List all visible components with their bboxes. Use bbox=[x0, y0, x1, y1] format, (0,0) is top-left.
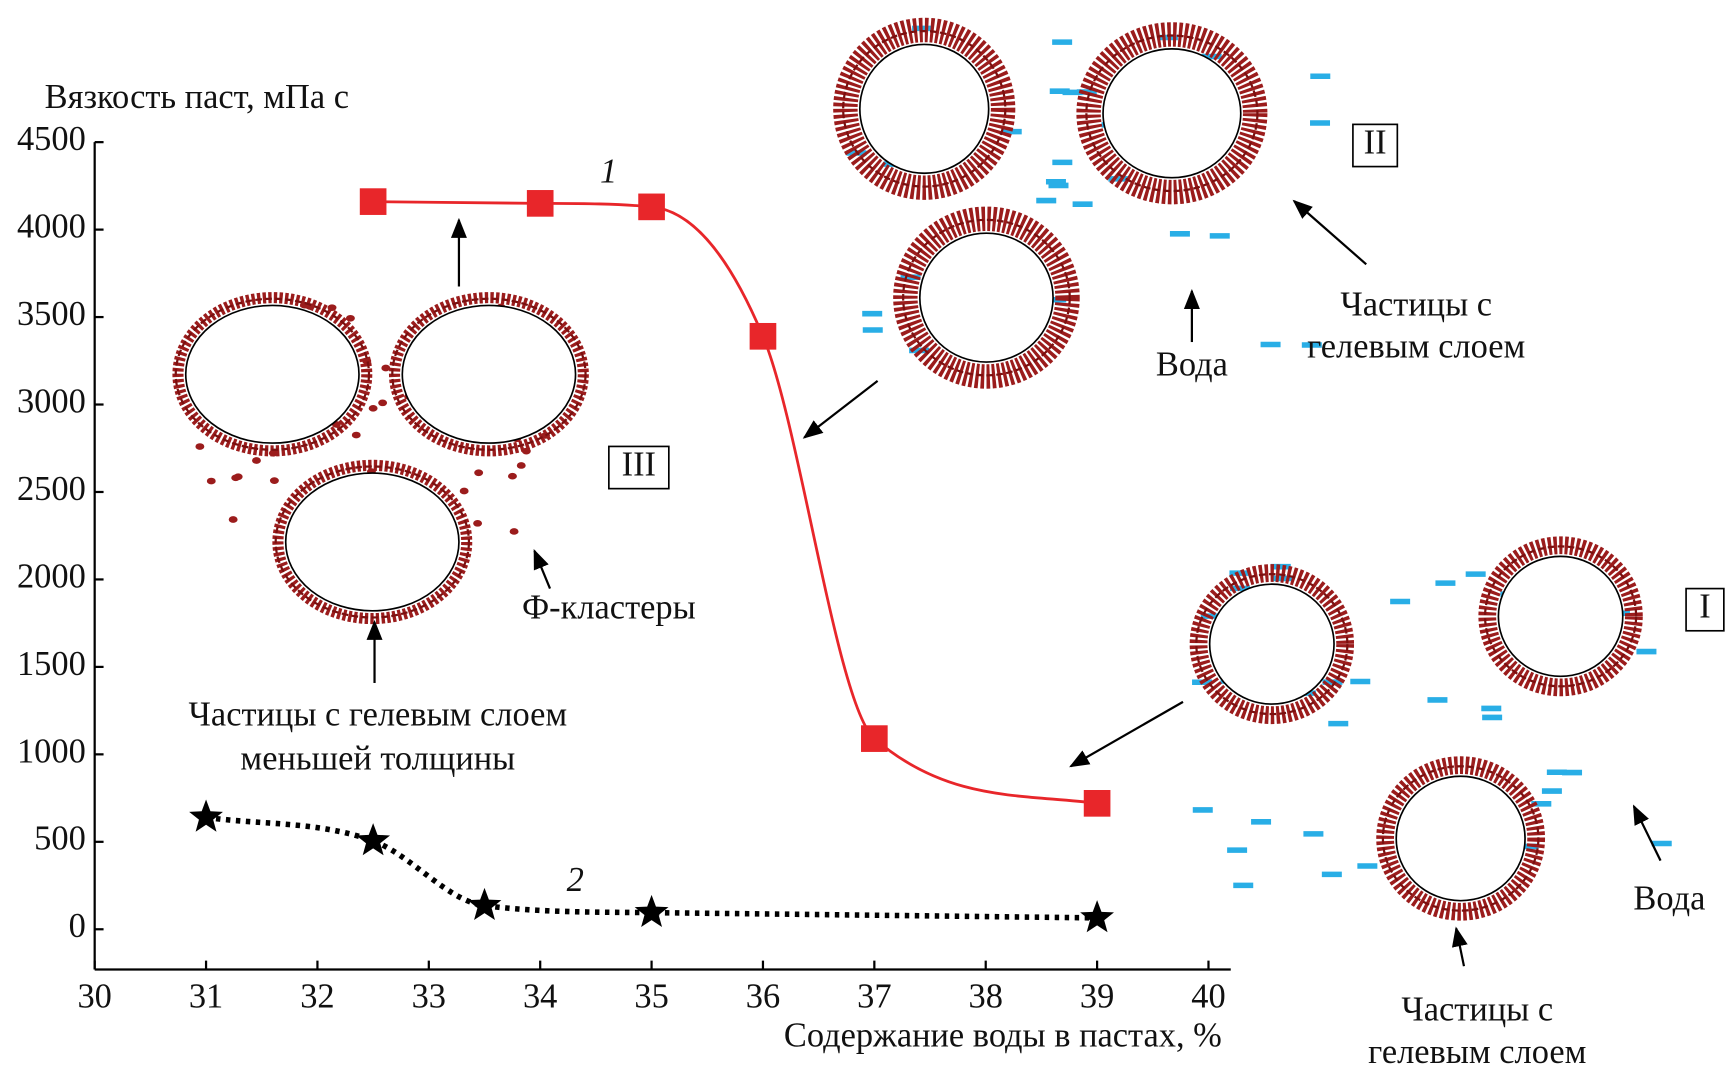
gel-layer bbox=[1483, 545, 1638, 688]
gel-layer bbox=[1085, 34, 1259, 193]
label-box bbox=[1685, 587, 1725, 632]
cluster bbox=[351, 431, 361, 439]
particle bbox=[859, 43, 990, 175]
series-line bbox=[205, 814, 1098, 921]
label-box bbox=[608, 445, 670, 490]
gel-layer bbox=[1381, 765, 1540, 912]
series-label: 2 bbox=[567, 861, 584, 899]
gel-layer bbox=[1195, 573, 1349, 716]
cluster bbox=[516, 462, 526, 469]
label-box bbox=[1352, 123, 1399, 168]
annotation: Частицы с гелевым слоем bbox=[189, 695, 568, 733]
marker bbox=[749, 322, 777, 350]
y-tick-label: 2500 bbox=[17, 470, 86, 508]
particle bbox=[401, 304, 577, 444]
marker bbox=[634, 894, 669, 928]
particle bbox=[184, 304, 360, 444]
marker bbox=[1083, 790, 1111, 817]
arrow bbox=[1451, 926, 1468, 967]
cluster bbox=[381, 364, 391, 372]
x-tick-label: 32 bbox=[300, 977, 334, 1015]
x-tick-label: 34 bbox=[523, 977, 557, 1015]
arrow bbox=[533, 548, 552, 590]
annotation: Ф-кластеры bbox=[522, 589, 696, 627]
particle bbox=[918, 232, 1054, 363]
cluster bbox=[206, 477, 216, 485]
marker bbox=[861, 725, 888, 752]
marker bbox=[526, 190, 554, 217]
cluster bbox=[459, 487, 469, 495]
marker bbox=[638, 193, 665, 221]
marker bbox=[359, 188, 387, 215]
region-label: II bbox=[1364, 123, 1387, 161]
gel-layer bbox=[274, 465, 471, 619]
x-tick-label: 33 bbox=[412, 977, 446, 1015]
arrows bbox=[366, 199, 1662, 967]
cluster bbox=[195, 443, 205, 450]
particle bbox=[1395, 775, 1526, 902]
arrow bbox=[1632, 804, 1662, 862]
annotation: Частицы с bbox=[1401, 991, 1553, 1029]
y-tick-label: 3500 bbox=[17, 295, 86, 333]
cluster bbox=[474, 469, 484, 477]
cluster bbox=[252, 457, 261, 464]
series-label: 1 bbox=[600, 152, 617, 190]
marker bbox=[356, 823, 391, 856]
x-tick-label: 39 bbox=[1080, 977, 1114, 1015]
x-tick-label: 36 bbox=[746, 977, 780, 1015]
region-label: III bbox=[622, 445, 656, 483]
x-tick-label: 30 bbox=[77, 977, 111, 1015]
y-tick-label: 4500 bbox=[17, 120, 86, 158]
cluster bbox=[269, 477, 279, 484]
cluster bbox=[508, 472, 517, 480]
y-tick-label: 3000 bbox=[17, 382, 86, 420]
x-tick-label: 40 bbox=[1191, 977, 1225, 1015]
x-tick-label: 35 bbox=[634, 977, 668, 1015]
cluster bbox=[368, 404, 378, 412]
y-axis-label: Вязкость паст, мПа с bbox=[45, 78, 349, 116]
x-tick-label: 31 bbox=[189, 977, 223, 1015]
x-tick-label: 38 bbox=[969, 977, 1003, 1015]
illustrations bbox=[172, 17, 1672, 921]
y-tick-label: 0 bbox=[69, 907, 86, 945]
cluster bbox=[509, 528, 519, 535]
cluster bbox=[233, 473, 243, 481]
annotation: Вода bbox=[1156, 345, 1228, 383]
x-tick-label: 37 bbox=[857, 977, 891, 1015]
gel-layer bbox=[174, 297, 371, 451]
y-tick-label: 500 bbox=[34, 820, 86, 858]
annotation: Частицы с bbox=[1340, 286, 1492, 324]
y-tick-label: 1500 bbox=[17, 645, 86, 683]
marker bbox=[467, 887, 502, 921]
particle bbox=[1497, 555, 1624, 678]
particle bbox=[1208, 583, 1335, 705]
arrow bbox=[1069, 700, 1184, 768]
annotation: меньшей толщины bbox=[240, 740, 515, 778]
arrow bbox=[802, 380, 879, 439]
y-tick-label: 2000 bbox=[17, 557, 86, 595]
gel-layer bbox=[391, 297, 587, 451]
cluster bbox=[378, 399, 388, 407]
annotation: гелевым слоем bbox=[1307, 328, 1525, 366]
marker bbox=[189, 799, 223, 832]
annotation: гелевым слоем bbox=[1368, 1033, 1586, 1071]
marker bbox=[1080, 900, 1114, 933]
particle bbox=[284, 472, 460, 612]
region-label: I bbox=[1699, 588, 1710, 626]
x-axis-label: Содержание воды в пастах, % bbox=[784, 1016, 1222, 1054]
annotation: Вода bbox=[1633, 880, 1705, 918]
arrow bbox=[1292, 199, 1367, 266]
cluster bbox=[345, 314, 355, 322]
y-tick-label: 4000 bbox=[17, 208, 86, 246]
y-tick-label: 1000 bbox=[17, 732, 86, 770]
gel-layer bbox=[842, 29, 1007, 188]
particle bbox=[1102, 48, 1242, 179]
cluster bbox=[473, 520, 483, 527]
gel-layer bbox=[902, 218, 1071, 377]
gel-layer bbox=[1076, 22, 1268, 205]
cluster bbox=[228, 516, 238, 523]
